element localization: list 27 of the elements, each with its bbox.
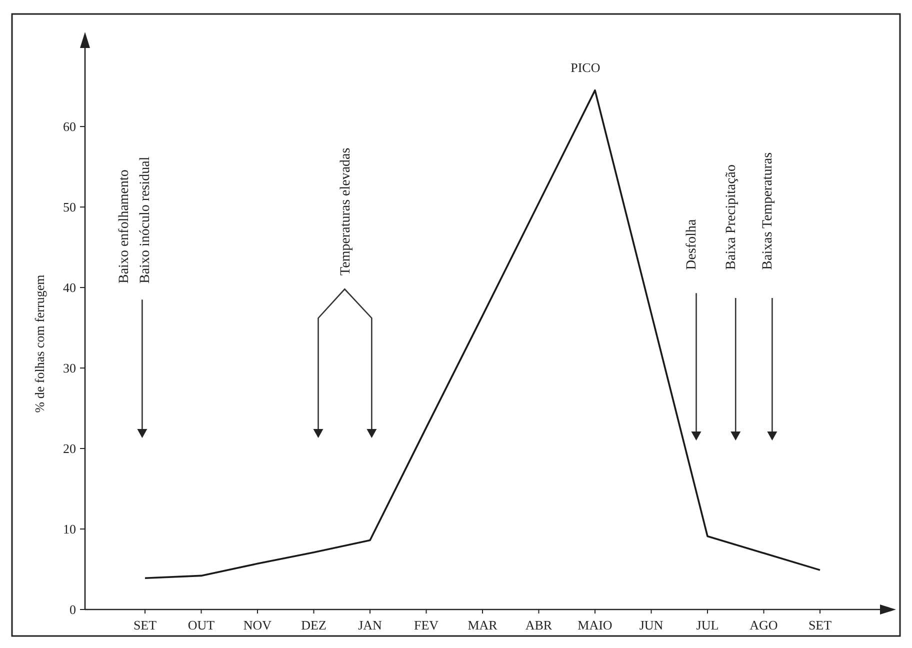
annotation: PICO [570, 60, 600, 75]
x-tick-label: AGO [750, 618, 778, 632]
x-tick-label: FEV [414, 618, 440, 632]
x-tick-label: MAR [468, 618, 498, 632]
annotation: Baixa Precipitação [724, 164, 739, 270]
y-tick-label: 0 [70, 602, 76, 618]
x-tick-label: SET [808, 618, 832, 632]
y-axis-title: % de folhas com ferrugem [32, 274, 47, 413]
x-tick-label: JUN [639, 618, 664, 632]
x-tick-label: MAIO [578, 618, 612, 632]
annotation: Temperaturas elevadas [338, 148, 354, 276]
x-tick-label: DEZ [301, 618, 326, 632]
x-tick-label: JUL [696, 618, 719, 632]
annotation: Desfolha [684, 218, 700, 270]
y-tick-label: 10 [63, 522, 76, 537]
x-tick-label: OUT [188, 618, 215, 632]
y-tick-label: 40 [63, 280, 76, 296]
annotation: Baixas Temperaturas [760, 152, 776, 270]
x-tick-label: ABR [525, 618, 552, 632]
y-tick-label: 60 [63, 119, 76, 134]
y-tick-label: 20 [63, 441, 76, 456]
x-tick-label: NOV [243, 618, 272, 632]
x-tick-label: JAN [358, 618, 383, 632]
y-tick-label: 30 [63, 360, 76, 376]
y-tick-label: 50 [63, 200, 76, 215]
x-tick-label: SET [133, 618, 157, 632]
annotation: Baixo enfolhamento Baixo inóculo residual [117, 156, 154, 284]
